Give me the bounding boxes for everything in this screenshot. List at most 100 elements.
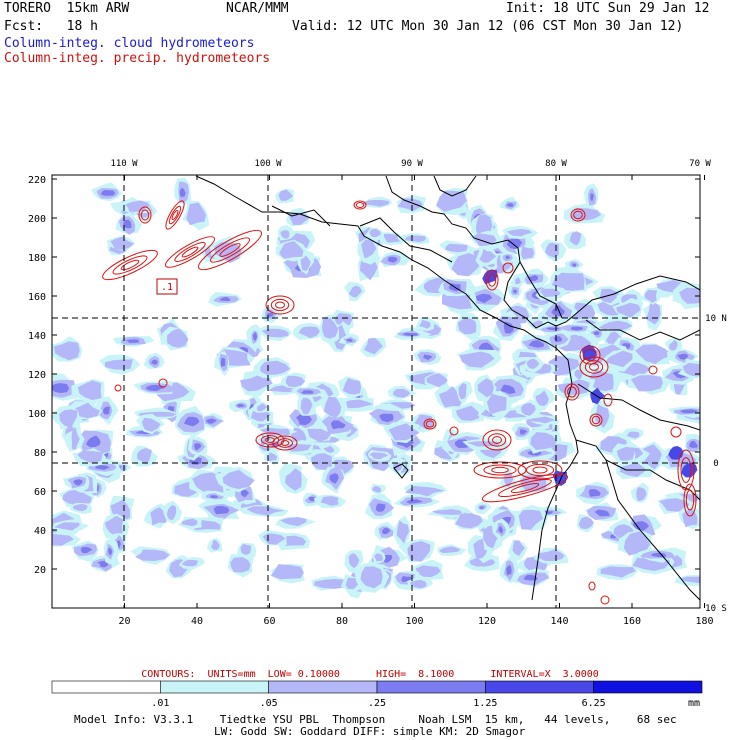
colorbar-label-3: 1.25: [473, 698, 497, 709]
cloud-patch: [334, 313, 353, 328]
map-frame: [51, 174, 701, 609]
y-tick-label-80: 80: [34, 448, 46, 459]
cloud-patch: [77, 380, 102, 401]
cloud-patch: [469, 558, 496, 567]
cloud-patch-dense: [406, 499, 424, 504]
cloud-patch-dense: [213, 505, 230, 515]
cloud-patch: [397, 198, 423, 211]
cloud-patch: [192, 472, 224, 495]
x-tick-label-60: 60: [263, 616, 275, 627]
valid-time: Valid: 12 UTC Mon 30 Jan 12 (06 CST Mon …: [292, 19, 684, 34]
cloud-patch: [53, 341, 80, 361]
y-tick-label-120: 120: [28, 370, 46, 381]
cloud-patch-dense: [85, 435, 101, 448]
cloud-patch-dense: [500, 384, 516, 395]
cloud-patch: [320, 496, 339, 506]
axes: 2040608010012014016018020022024026028030…: [28, 159, 727, 627]
cloud-patch: [535, 390, 549, 407]
cloud-patch: [600, 566, 636, 578]
colorbar: .01 .05 .25 1.25 6.25 mm: [51, 680, 703, 709]
cloud-patch: [167, 328, 189, 348]
cloud-patch: [521, 246, 535, 260]
central-border: [271, 205, 453, 263]
cloud-patch: [668, 339, 678, 352]
cloud-patch-dense: [95, 464, 110, 470]
cloud-patch: [436, 190, 467, 212]
cloud-patch: [73, 503, 88, 512]
physics-info: LW: Godd SW: Goddard DIFF: simple KM: 2D…: [214, 725, 526, 738]
precip-contour: [270, 298, 290, 312]
cloud-patch-dense: [632, 521, 650, 532]
cloud-patch: [77, 450, 103, 464]
cloud-patch-dense: [219, 296, 231, 301]
cloud-patch: [286, 444, 312, 452]
lon-label-0: 110 W: [110, 159, 138, 169]
precip-contour: [158, 378, 168, 388]
precip-contour: [483, 464, 517, 476]
lon-label-2: 90 W: [401, 159, 423, 169]
cloud-patch-dense: [551, 305, 565, 317]
cloud-patch: [280, 230, 290, 240]
precip-contour: [198, 229, 262, 271]
cloud-patch-dense: [498, 526, 503, 534]
cloud-patch: [110, 236, 134, 250]
cloud-patch: [455, 513, 483, 529]
andes-border: [585, 319, 700, 341]
cloud-patch: [598, 320, 633, 332]
cloud-patch: [300, 396, 313, 415]
precip-contour: [564, 383, 580, 401]
cloud-patch: [278, 189, 294, 201]
cloud-patch: [54, 522, 80, 531]
lat-lon-grid: [52, 175, 700, 608]
cloud-patch-dense: [403, 332, 418, 336]
precip-contour: [209, 237, 251, 263]
precip-contour: [485, 269, 499, 291]
cloud-patch-dense: [387, 256, 398, 263]
precip-contour: [583, 348, 597, 362]
precip-contour: [425, 420, 435, 428]
cloud-patch: [410, 579, 427, 589]
cloud-patch-dense: [193, 443, 202, 450]
cloud-patch-dense: [301, 390, 314, 394]
cloud-patch-dense: [73, 479, 83, 486]
cloud-patch-dense: [512, 289, 518, 294]
precip-contour: [112, 255, 148, 275]
cloud-patch-dense: [588, 489, 601, 497]
cloud-patch: [246, 506, 285, 516]
precip-contour: [588, 581, 596, 591]
precip-contour: [168, 205, 182, 225]
cloud-patch: [135, 549, 170, 561]
cloud-patch: [526, 358, 540, 369]
precip-contour: [255, 432, 285, 448]
colorbar-segment: [160, 680, 269, 694]
init-time: Init: 18 UTC Sun 29 Jan 12: [506, 1, 710, 16]
cloud-patch: [393, 388, 411, 398]
cloud-patch: [415, 565, 441, 578]
cloud-patch-dense: [206, 418, 217, 424]
cloud-patch: [348, 285, 362, 298]
cloud-patch: [512, 540, 525, 557]
cloud-patch-dense: [520, 429, 528, 435]
model-title: TORERO 15km ARW: [4, 1, 130, 16]
cloud-patch: [659, 498, 690, 512]
cloud-patch: [261, 328, 289, 338]
cloud-patch-dense: [528, 340, 545, 348]
cloud-patch: [457, 318, 477, 335]
precip-contour: [510, 483, 540, 493]
cloud-patch-dense: [329, 473, 339, 484]
precip-contour: [570, 208, 586, 222]
cloud-patch: [270, 564, 304, 580]
y-tick-label-20: 20: [34, 565, 46, 576]
cloud-patch: [520, 402, 536, 416]
precip-contour: [219, 243, 241, 257]
precip-contour: [591, 415, 601, 425]
colorbar-segment: [51, 680, 161, 694]
colorbar-label-2: .25: [368, 698, 386, 709]
lon-label-1: 100 W: [254, 159, 282, 169]
y-tick-label-60: 60: [34, 487, 46, 498]
cloud-patch: [432, 509, 464, 515]
cloud-patch: [345, 577, 360, 590]
precip-contour: [600, 595, 610, 605]
lat-label-2: 10 S: [705, 604, 727, 614]
y-tick-label-180: 180: [28, 253, 46, 264]
